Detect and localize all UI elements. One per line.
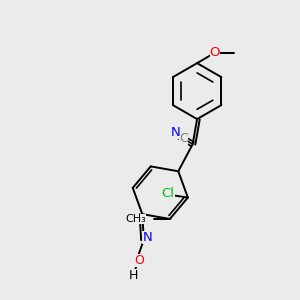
Text: O: O (134, 254, 144, 267)
Text: N: N (171, 126, 180, 139)
Text: Cl: Cl (162, 187, 175, 200)
Text: O: O (209, 46, 220, 59)
Text: N: N (142, 232, 152, 244)
Text: C: C (179, 133, 188, 146)
Text: H: H (129, 269, 138, 282)
Text: CH₃: CH₃ (125, 214, 146, 224)
